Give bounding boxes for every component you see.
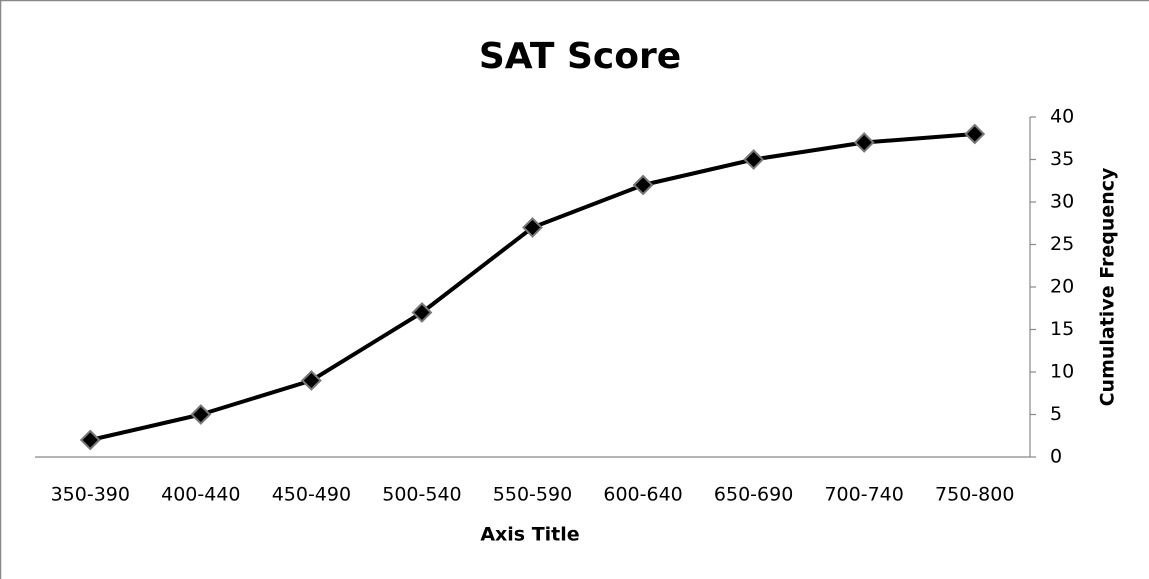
marker: [964, 123, 986, 145]
y-tick-label: 0: [1050, 446, 1062, 468]
y-tick-label: 30: [1050, 191, 1074, 213]
y-tick-label: 15: [1050, 318, 1074, 340]
marker: [411, 302, 433, 323]
marker: [632, 174, 654, 196]
x-tick-label: 400-440: [161, 484, 240, 506]
x-axis-title: Axis Title: [480, 524, 579, 546]
x-tick-label: 600-640: [603, 484, 682, 506]
x-tick-label: 350-390: [51, 484, 130, 506]
x-tick-label: 450-490: [272, 484, 351, 506]
y-tick-label: 20: [1050, 276, 1074, 298]
y-tick-label: 10: [1050, 361, 1074, 383]
marker: [743, 149, 765, 170]
x-tick-label: 500-540: [382, 484, 461, 506]
chart-title: SAT Score: [479, 36, 681, 77]
x-tick-label: 750-800: [935, 484, 1014, 506]
marker: [853, 132, 875, 153]
y-tick-label: 40: [1050, 106, 1074, 128]
x-tick-label: 700-740: [824, 484, 903, 506]
marker: [522, 217, 543, 238]
y-tick-label: 25: [1050, 233, 1074, 255]
x-tick-label: 650-690: [714, 484, 793, 506]
y-tick-label: 35: [1050, 148, 1074, 170]
y-axis-title: Cumulative Frequency: [1097, 167, 1119, 406]
marker: [190, 404, 212, 425]
x-tick-label: 550-590: [493, 484, 572, 506]
line: [89, 132, 975, 442]
marker: [300, 370, 322, 391]
y-tick-label: 5: [1050, 403, 1062, 425]
marker: [79, 429, 101, 451]
